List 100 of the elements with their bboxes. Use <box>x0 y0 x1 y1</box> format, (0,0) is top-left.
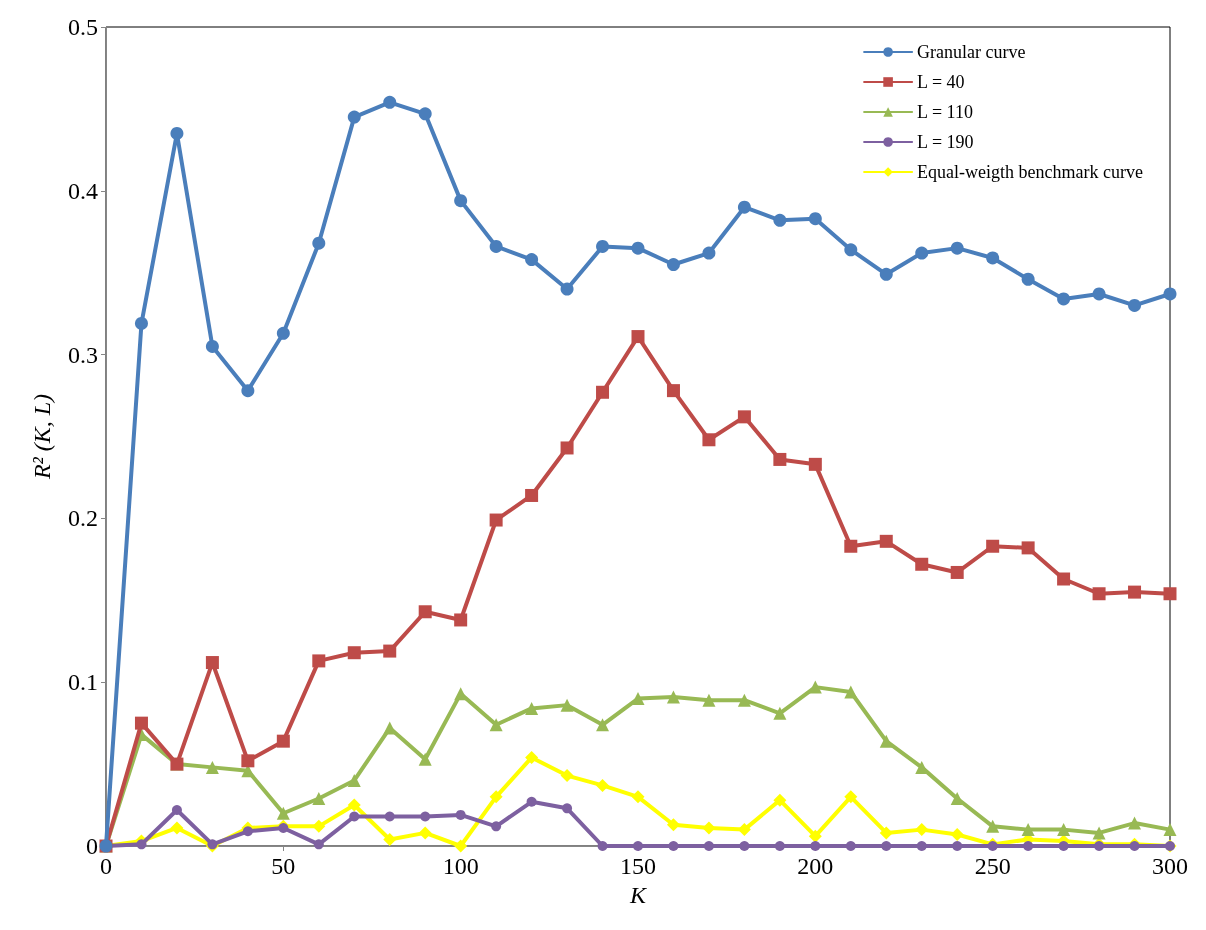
point <box>773 706 787 720</box>
point <box>276 806 290 820</box>
point <box>773 452 787 466</box>
point <box>810 841 821 851</box>
point <box>525 701 539 715</box>
y-tick-label: 0 <box>86 833 98 859</box>
point <box>596 385 610 399</box>
point <box>1129 841 1140 851</box>
point <box>489 718 503 732</box>
point <box>879 267 893 281</box>
point <box>205 656 219 670</box>
point <box>596 240 610 253</box>
point <box>774 841 785 851</box>
point <box>347 773 361 787</box>
legend-label: L = 40 <box>917 72 965 92</box>
point <box>241 384 255 398</box>
point <box>773 213 787 227</box>
point <box>879 734 893 748</box>
point <box>525 488 539 502</box>
point <box>915 823 929 837</box>
x-tick-label: 150 <box>620 853 656 879</box>
point <box>668 841 679 851</box>
y-tick-label: 0.4 <box>68 177 98 204</box>
point <box>950 565 964 579</box>
y-tick-label: 0.2 <box>68 505 98 532</box>
point <box>950 792 964 805</box>
legend-label: Granular curve <box>917 42 1026 62</box>
legend-label: Equal-weigth benchmark curve <box>917 162 1144 182</box>
point <box>347 798 361 812</box>
point <box>526 796 537 807</box>
point <box>631 330 645 344</box>
point <box>808 457 822 471</box>
legend-label: L = 110 <box>917 102 973 122</box>
point <box>383 95 397 109</box>
point <box>952 841 963 851</box>
point <box>986 251 1000 265</box>
point <box>666 690 680 704</box>
point <box>916 841 927 851</box>
point <box>950 241 964 255</box>
point <box>1021 272 1035 286</box>
point <box>666 384 680 398</box>
point <box>881 841 892 851</box>
point <box>915 246 929 260</box>
y-tick-label: 0.1 <box>68 669 98 696</box>
point <box>739 841 750 851</box>
point <box>1057 572 1071 586</box>
point <box>773 793 787 807</box>
point <box>808 829 822 843</box>
point <box>702 821 716 835</box>
x-axis-title: K <box>628 881 648 908</box>
point <box>560 441 574 455</box>
point <box>808 212 822 226</box>
point <box>1163 587 1177 601</box>
point <box>205 760 219 774</box>
point <box>986 539 1000 553</box>
point <box>454 839 468 853</box>
point <box>702 433 716 447</box>
point <box>136 839 147 850</box>
x-tick-label: 250 <box>974 853 1011 879</box>
point <box>420 811 431 822</box>
point <box>418 605 432 619</box>
point <box>241 754 255 768</box>
point <box>1057 823 1071 837</box>
point <box>242 826 253 837</box>
point <box>986 819 1000 833</box>
point <box>170 821 184 835</box>
point <box>205 339 219 353</box>
point <box>631 692 645 706</box>
point <box>808 680 822 694</box>
point <box>170 126 184 140</box>
point <box>418 826 432 840</box>
point <box>1128 816 1142 830</box>
point <box>844 790 858 804</box>
x-tick-label: 300 <box>1152 853 1188 879</box>
point <box>525 751 539 765</box>
point <box>383 721 397 735</box>
point <box>418 107 432 121</box>
point <box>703 841 714 851</box>
point <box>702 246 716 260</box>
point <box>844 243 858 257</box>
point <box>1021 541 1035 555</box>
point <box>347 646 361 660</box>
point <box>844 685 858 699</box>
point <box>454 194 468 208</box>
legend-label: L = 190 <box>917 132 974 152</box>
point <box>1058 841 1069 851</box>
point <box>1092 287 1106 301</box>
point <box>171 804 182 815</box>
point <box>1128 298 1142 312</box>
point <box>737 823 751 837</box>
point <box>276 734 290 748</box>
point <box>347 110 361 124</box>
point <box>491 821 502 832</box>
point <box>987 841 998 851</box>
y-axis-title: R² (K, L) <box>29 393 55 481</box>
point <box>702 693 716 707</box>
point <box>1128 585 1142 599</box>
point <box>312 654 326 668</box>
point <box>455 809 466 820</box>
point <box>1092 587 1106 601</box>
